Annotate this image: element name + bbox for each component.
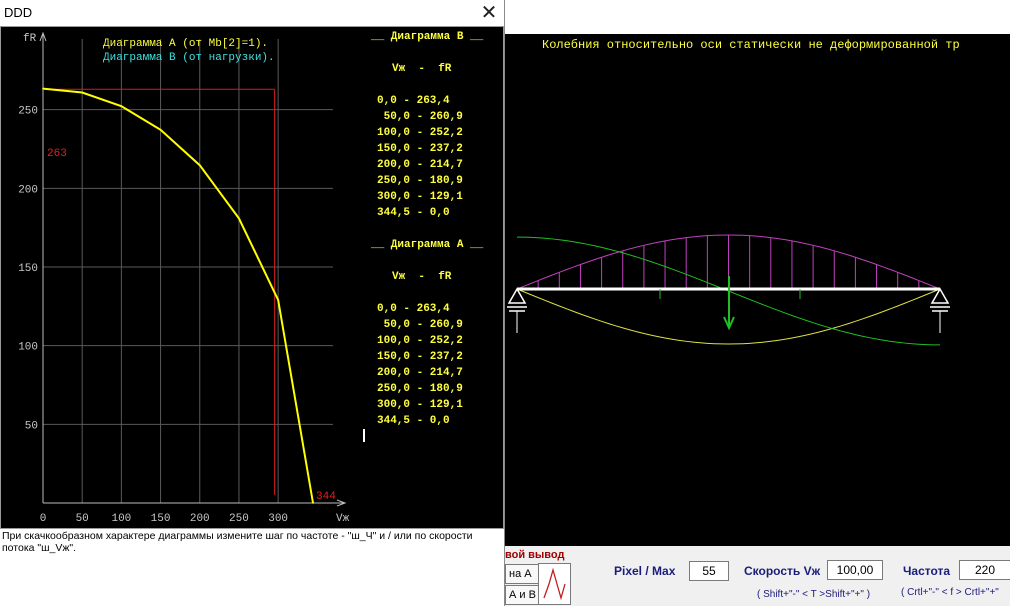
- y-tick-label: 250: [18, 106, 38, 118]
- table-a-row: 300,0 - 129,1: [377, 399, 463, 411]
- data-point: [120, 105, 123, 108]
- speed-label: Скорость Vж: [744, 564, 821, 578]
- diagram-ab-button[interactable]: А и В: [505, 585, 540, 605]
- x-tick-label: 50: [76, 513, 89, 525]
- legend-b: Диаграмма В (от нагрузки).: [103, 52, 275, 64]
- ddd-title: DDD: [4, 5, 33, 20]
- y-axis-arrow: [39, 31, 47, 42]
- pixel-max-input[interactable]: 55: [689, 561, 729, 581]
- table-b-columns: Vж - fR: [392, 63, 452, 75]
- table-a-columns: Vж - fR: [392, 271, 452, 283]
- table-a-row: 150,0 - 237,2: [377, 351, 463, 363]
- y-tick-label: 50: [25, 420, 38, 432]
- table-b-row: 50,0 - 260,9: [377, 111, 463, 123]
- right-support: [930, 287, 950, 304]
- table-a-row: 50,0 - 260,9: [377, 319, 463, 331]
- x-tick-label: 300: [268, 513, 288, 525]
- ddd-window: DDD ✕ 0 50 100 150 200 250 300 50 100 150 200 250 f…: [0, 0, 505, 606]
- oscillation-title: Колебния относительно оси статически не …: [542, 38, 960, 52]
- results-panel: __ Диаграмма В __ Vж - fR 0,0 - 263,4 50…: [363, 27, 503, 527]
- close-icon[interactable]: ✕: [480, 2, 498, 24]
- pixel-max-label: Pixel / Max: [614, 564, 676, 578]
- table-b-heading: __ Диаграмма В __: [371, 31, 484, 43]
- table-b-row: 0,0 - 263,4: [377, 95, 450, 107]
- frequency-chart: 0 50 100 150 200 250 300 50 100 150 200 250 fR Vж Д…: [18, 31, 350, 525]
- table-b-row: 250,0 - 180,9: [377, 175, 463, 187]
- speed-hint: ( Shift+"-" < T >Shift+"+" ): [757, 589, 871, 600]
- frequency-input[interactable]: 220: [959, 560, 1010, 580]
- data-point: [42, 87, 44, 90]
- oscillation-canvas: Колебния относительно оси статически не …: [505, 34, 1010, 546]
- x-tick-label: 100: [111, 513, 131, 525]
- table-a-row: 0,0 - 263,4: [377, 303, 450, 315]
- table-b-row: 200,0 - 214,7: [377, 159, 463, 171]
- x-axis-arrow: [336, 499, 347, 507]
- sine-wave-button[interactable]: [538, 563, 571, 605]
- data-point: [198, 164, 201, 167]
- marker-top-label: 263: [47, 148, 67, 160]
- main-window-toolbar: [505, 0, 1010, 35]
- table-b-row: 300,0 - 129,1: [377, 191, 463, 203]
- data-point: [81, 91, 83, 94]
- left-support: [507, 287, 527, 304]
- x-tick-label: 250: [229, 513, 249, 525]
- y-tick-label: 150: [18, 263, 38, 275]
- output-label: вой вывод: [505, 549, 565, 561]
- beam-diagram: [507, 234, 950, 346]
- legend-a: Диаграмма А (от Mb[2]=1).: [103, 38, 268, 50]
- x-tick-label: 0: [40, 513, 47, 525]
- table-a-row: 200,0 - 214,7: [377, 367, 463, 379]
- hint-text: При скачкообразном характере диаграммы и…: [2, 530, 473, 554]
- y-tick-label: 200: [18, 184, 38, 196]
- mode-shape-b: [516, 288, 941, 345]
- x-tick-label: 200: [190, 513, 210, 525]
- sine-wave-icon: [543, 567, 566, 601]
- y-axis-label: fR: [23, 33, 37, 45]
- table-b-row: 344,5 - 0,0: [377, 207, 450, 219]
- diagram-a-button[interactable]: на А: [505, 564, 540, 584]
- ddd-chart-canvas: 0 50 100 150 200 250 300 50 100 150 200 250 fR Vж Д…: [0, 26, 504, 529]
- data-point: [159, 129, 162, 131]
- x-tick-label: 150: [151, 513, 171, 525]
- series-line: [42, 87, 314, 504]
- x-axis-label: Vж: [336, 513, 350, 525]
- table-a-row: 344,5 - 0,0: [377, 415, 450, 427]
- marker-right-label: 344: [316, 491, 336, 503]
- table-a-row: 100,0 - 252,2: [377, 335, 463, 347]
- data-point: [312, 502, 314, 504]
- ddd-title-bar[interactable]: DDD ✕: [0, 0, 504, 26]
- control-panel: вой вывод на А А и В Pixel / Max 55 Скор…: [505, 546, 1010, 606]
- load-arrow-head: [723, 316, 735, 331]
- frequency-hint: ( Crtl+"-" < f > Crtl+"+": [901, 587, 999, 598]
- y-tick-label: 100: [18, 342, 38, 354]
- table-a-heading: __ Диаграмма А __: [371, 239, 484, 251]
- data-point: [277, 299, 279, 301]
- table-b-row: 150,0 - 237,2: [377, 143, 463, 155]
- data-point: [238, 217, 240, 220]
- frequency-label: Частота: [903, 564, 951, 578]
- speed-input[interactable]: 100,00: [827, 560, 883, 580]
- table-b-row: 100,0 - 252,2: [377, 127, 463, 139]
- text-cursor: [363, 429, 365, 442]
- table-a-row: 250,0 - 180,9: [377, 383, 463, 395]
